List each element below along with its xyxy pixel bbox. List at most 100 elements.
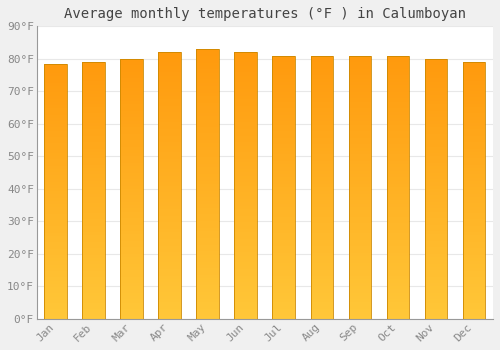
Bar: [424, 120, 448, 124]
Bar: [424, 290, 448, 293]
Bar: [310, 207, 334, 210]
Bar: [462, 258, 485, 261]
Bar: [386, 125, 409, 128]
Bar: [462, 200, 485, 203]
Bar: [272, 197, 295, 201]
Bar: [272, 125, 295, 128]
Bar: [348, 283, 372, 286]
Bar: [44, 296, 67, 300]
Bar: [462, 206, 485, 210]
Bar: [310, 82, 334, 85]
Bar: [424, 267, 448, 270]
Bar: [348, 79, 372, 82]
Bar: [424, 69, 448, 72]
Bar: [82, 65, 105, 69]
Bar: [234, 292, 258, 295]
Bar: [348, 102, 372, 105]
Bar: [82, 120, 105, 123]
Bar: [348, 286, 372, 289]
Bar: [462, 107, 485, 110]
Bar: [386, 72, 409, 75]
Bar: [196, 123, 220, 127]
Bar: [462, 78, 485, 81]
Bar: [272, 161, 295, 164]
Bar: [348, 145, 372, 148]
Bar: [44, 156, 67, 159]
Bar: [272, 72, 295, 75]
Bar: [310, 187, 334, 190]
Bar: [348, 260, 372, 263]
Bar: [348, 194, 372, 197]
Bar: [82, 197, 105, 200]
Bar: [120, 156, 143, 160]
Bar: [44, 236, 67, 239]
Bar: [386, 223, 409, 227]
Bar: [272, 309, 295, 312]
Bar: [82, 113, 105, 117]
Bar: [82, 155, 105, 158]
Bar: [386, 279, 409, 283]
Bar: [310, 253, 334, 256]
Bar: [348, 204, 372, 207]
Bar: [348, 184, 372, 187]
Bar: [272, 276, 295, 279]
Bar: [310, 151, 334, 154]
Bar: [158, 172, 181, 176]
Bar: [462, 110, 485, 113]
Bar: [196, 79, 220, 83]
Bar: [196, 52, 220, 56]
Bar: [310, 131, 334, 134]
Bar: [272, 85, 295, 89]
Bar: [424, 179, 448, 182]
Bar: [234, 96, 258, 99]
Bar: [424, 280, 448, 283]
Bar: [234, 199, 258, 202]
Bar: [158, 159, 181, 162]
Bar: [386, 167, 409, 171]
Bar: [158, 256, 181, 259]
Bar: [120, 264, 143, 267]
Bar: [234, 69, 258, 72]
Bar: [272, 82, 295, 85]
Bar: [234, 286, 258, 289]
Bar: [424, 82, 448, 85]
Bar: [234, 179, 258, 182]
Bar: [44, 96, 67, 99]
Bar: [120, 169, 143, 173]
Bar: [234, 302, 258, 306]
Bar: [196, 265, 220, 268]
Bar: [310, 59, 334, 62]
Bar: [424, 286, 448, 290]
Bar: [44, 195, 67, 198]
Bar: [424, 238, 448, 241]
Bar: [424, 65, 448, 69]
Bar: [196, 201, 220, 204]
Bar: [82, 88, 105, 91]
Bar: [120, 107, 143, 111]
Bar: [310, 184, 334, 187]
Bar: [44, 300, 67, 303]
Bar: [272, 233, 295, 237]
Bar: [196, 241, 220, 245]
Bar: [310, 85, 334, 89]
Bar: [158, 56, 181, 59]
Bar: [44, 226, 67, 230]
Bar: [158, 312, 181, 316]
Bar: [234, 76, 258, 79]
Bar: [234, 146, 258, 149]
Bar: [462, 75, 485, 78]
Bar: [44, 92, 67, 96]
Bar: [462, 232, 485, 236]
Bar: [158, 162, 181, 166]
Bar: [272, 201, 295, 204]
Bar: [424, 78, 448, 82]
Bar: [272, 316, 295, 319]
Bar: [272, 151, 295, 154]
Bar: [348, 167, 372, 171]
Bar: [424, 316, 448, 319]
Bar: [272, 79, 295, 82]
Bar: [348, 250, 372, 253]
Bar: [310, 256, 334, 260]
Bar: [120, 176, 143, 179]
Bar: [196, 238, 220, 241]
